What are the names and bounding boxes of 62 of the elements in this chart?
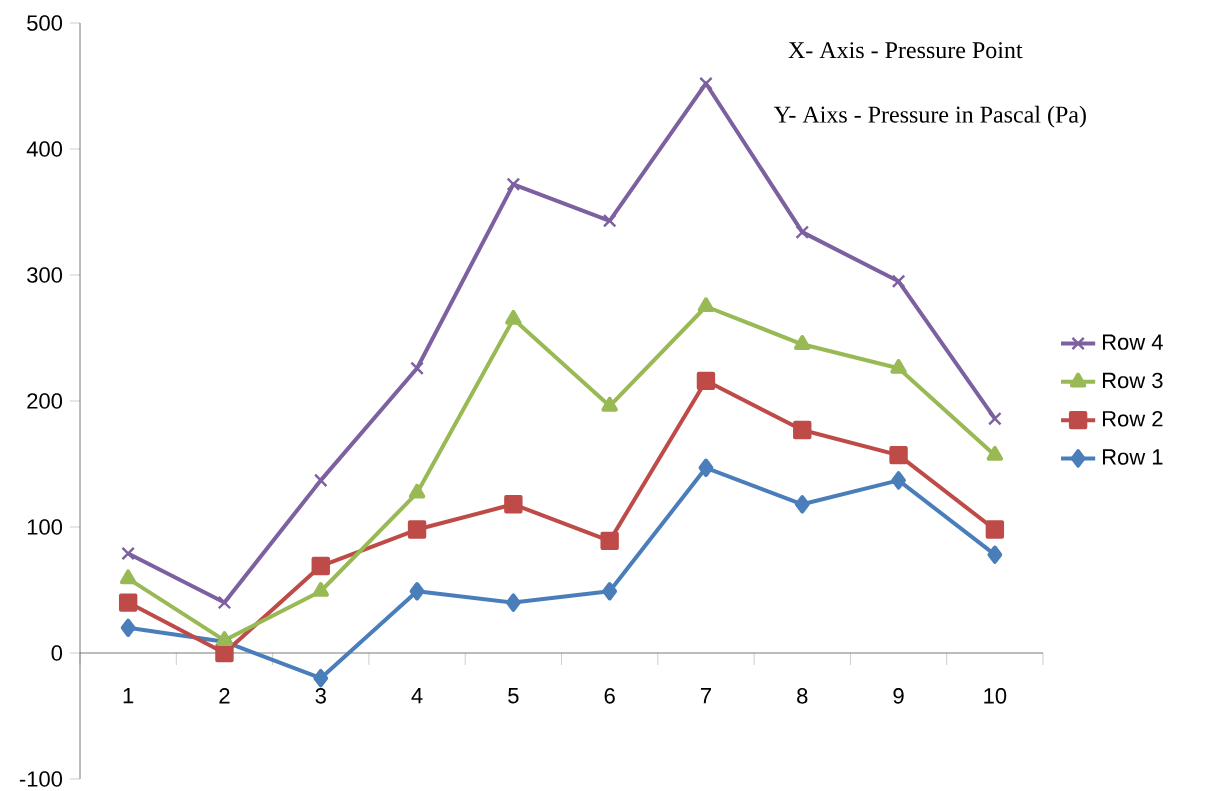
x-tick-label: 4: [411, 688, 423, 704]
point: [698, 458, 714, 477]
point: [409, 582, 425, 601]
point: [312, 582, 329, 597]
point: [410, 361, 424, 376]
point: [504, 495, 523, 514]
point: [505, 593, 521, 612]
point: [795, 225, 810, 240]
point: [890, 359, 907, 374]
point: [313, 668, 329, 688]
point: [217, 595, 232, 610]
point: [601, 396, 618, 412]
legend-label: Row 2: [1103, 411, 1163, 427]
x-tick-label: 2: [219, 688, 230, 704]
point: [311, 556, 330, 576]
y-tick-label: 200: [27, 393, 63, 409]
y-tick-label: 100: [27, 519, 63, 535]
point: [313, 473, 328, 488]
point: [697, 297, 715, 313]
y-tick-label: 500: [27, 15, 63, 31]
point: [119, 569, 137, 585]
annotation: Y- Aixs - Pressure in Pascal (Pa): [773, 105, 1086, 128]
legend-label: Row 3: [1103, 372, 1163, 389]
x-tick-label: 10: [984, 688, 1007, 704]
point: [987, 545, 1003, 564]
legend-label: Row 1: [1103, 449, 1163, 465]
point: [118, 593, 138, 612]
point: [891, 471, 906, 490]
x-tick-label: 3: [315, 688, 326, 704]
point: [216, 631, 233, 646]
point: [889, 445, 908, 465]
point: [408, 483, 426, 499]
y-tick-label: 400: [26, 141, 63, 157]
point: [986, 445, 1004, 461]
legend-label: Row 4: [1103, 334, 1163, 350]
x-tick-label: 9: [893, 688, 904, 704]
point: [988, 411, 1002, 426]
point: [505, 309, 522, 325]
point: [699, 76, 713, 91]
x-tick-label: 1: [123, 688, 134, 704]
x-tick-label: 6: [604, 688, 615, 704]
point: [985, 520, 1005, 539]
x-tick-label: 8: [797, 688, 808, 704]
y-tick-label: 300: [27, 267, 63, 283]
y-tick-label: -100: [19, 771, 63, 787]
point: [602, 582, 618, 601]
point: [794, 335, 811, 350]
point: [891, 274, 906, 289]
point: [602, 213, 617, 228]
point: [793, 420, 812, 440]
annotation: X- Axis - Pressure Point: [788, 42, 1023, 59]
point: [215, 643, 234, 663]
y-tick-label: 0: [51, 645, 63, 661]
x-tick-label: 7: [700, 688, 711, 704]
point: [506, 177, 521, 192]
point: [794, 495, 810, 514]
point: [120, 618, 136, 637]
point: [696, 371, 716, 391]
point: [121, 546, 136, 561]
point: [407, 520, 427, 539]
point: [600, 531, 619, 551]
x-tick-label: 5: [508, 688, 519, 704]
